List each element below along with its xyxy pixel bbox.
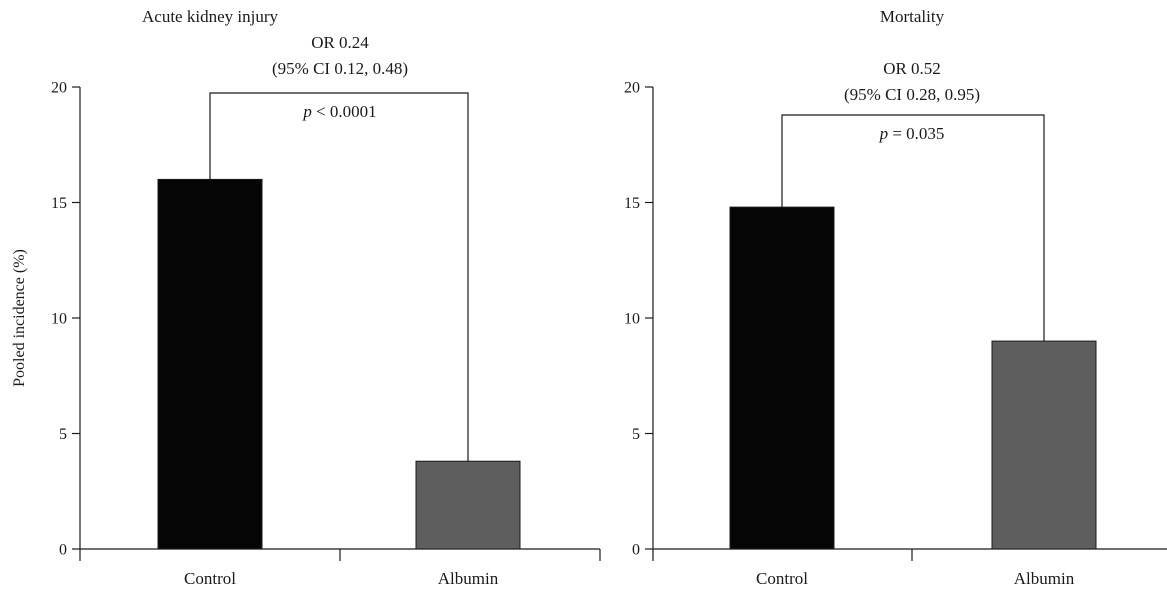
x-tick-label-albumin: Albumin xyxy=(438,569,499,588)
p-symbol: p xyxy=(302,102,312,121)
confidence-interval-label: (95% CI 0.28, 0.95) xyxy=(844,85,980,104)
y-tick-label: 5 xyxy=(632,426,640,443)
bar-albumin xyxy=(415,460,521,550)
category-labels: Control Albumin xyxy=(756,569,1075,588)
y-tick-label: 15 xyxy=(624,195,640,212)
y-tick-label: 5 xyxy=(59,426,67,443)
bar-control xyxy=(157,178,263,550)
bar-control xyxy=(729,206,835,550)
chart-title: Mortality xyxy=(880,7,945,26)
p-value-text: < 0.0001 xyxy=(312,102,377,121)
p-value-text: = 0.035 xyxy=(888,124,944,143)
chart-title: Acute kidney injury xyxy=(142,7,278,26)
odds-ratio-label: OR 0.24 xyxy=(311,33,369,52)
panel-acute-kidney-injury: Acute kidney injury Pooled incidence (%)… xyxy=(11,7,601,588)
y-tick-label: 10 xyxy=(624,311,640,328)
significance-bracket xyxy=(209,92,469,462)
significance-bracket xyxy=(781,114,1045,342)
bar-albumin xyxy=(991,340,1097,550)
p-value-label: p = 0.035 xyxy=(879,124,945,143)
p-symbol: p xyxy=(879,124,889,143)
y-tick-label: 15 xyxy=(51,195,67,212)
odds-ratio-label: OR 0.52 xyxy=(883,59,941,78)
confidence-interval-label: (95% CI 0.12, 0.48) xyxy=(272,59,408,78)
y-tick-label: 10 xyxy=(51,311,67,328)
y-tick-label: 0 xyxy=(59,542,67,559)
y-tick-label: 20 xyxy=(624,80,640,97)
y-tick-label: 20 xyxy=(51,80,67,97)
bars xyxy=(729,206,1097,550)
y-ticks: 0 5 10 15 20 xyxy=(51,80,80,559)
y-ticks: 0 5 10 15 20 xyxy=(624,80,653,559)
panel-mortality: Mortality 0 5 10 15 20 Control Albumin OR 0.5… xyxy=(624,7,1167,588)
y-axis-label: Pooled incidence (%) xyxy=(11,249,28,387)
bars xyxy=(157,178,521,550)
x-tick-label-albumin: Albumin xyxy=(1014,569,1075,588)
x-tick-label-control: Control xyxy=(756,569,808,588)
category-labels: Control Albumin xyxy=(184,569,499,588)
p-value-label: p < 0.0001 xyxy=(302,102,376,121)
y-tick-label: 0 xyxy=(632,542,640,559)
x-tick-label-control: Control xyxy=(184,569,236,588)
